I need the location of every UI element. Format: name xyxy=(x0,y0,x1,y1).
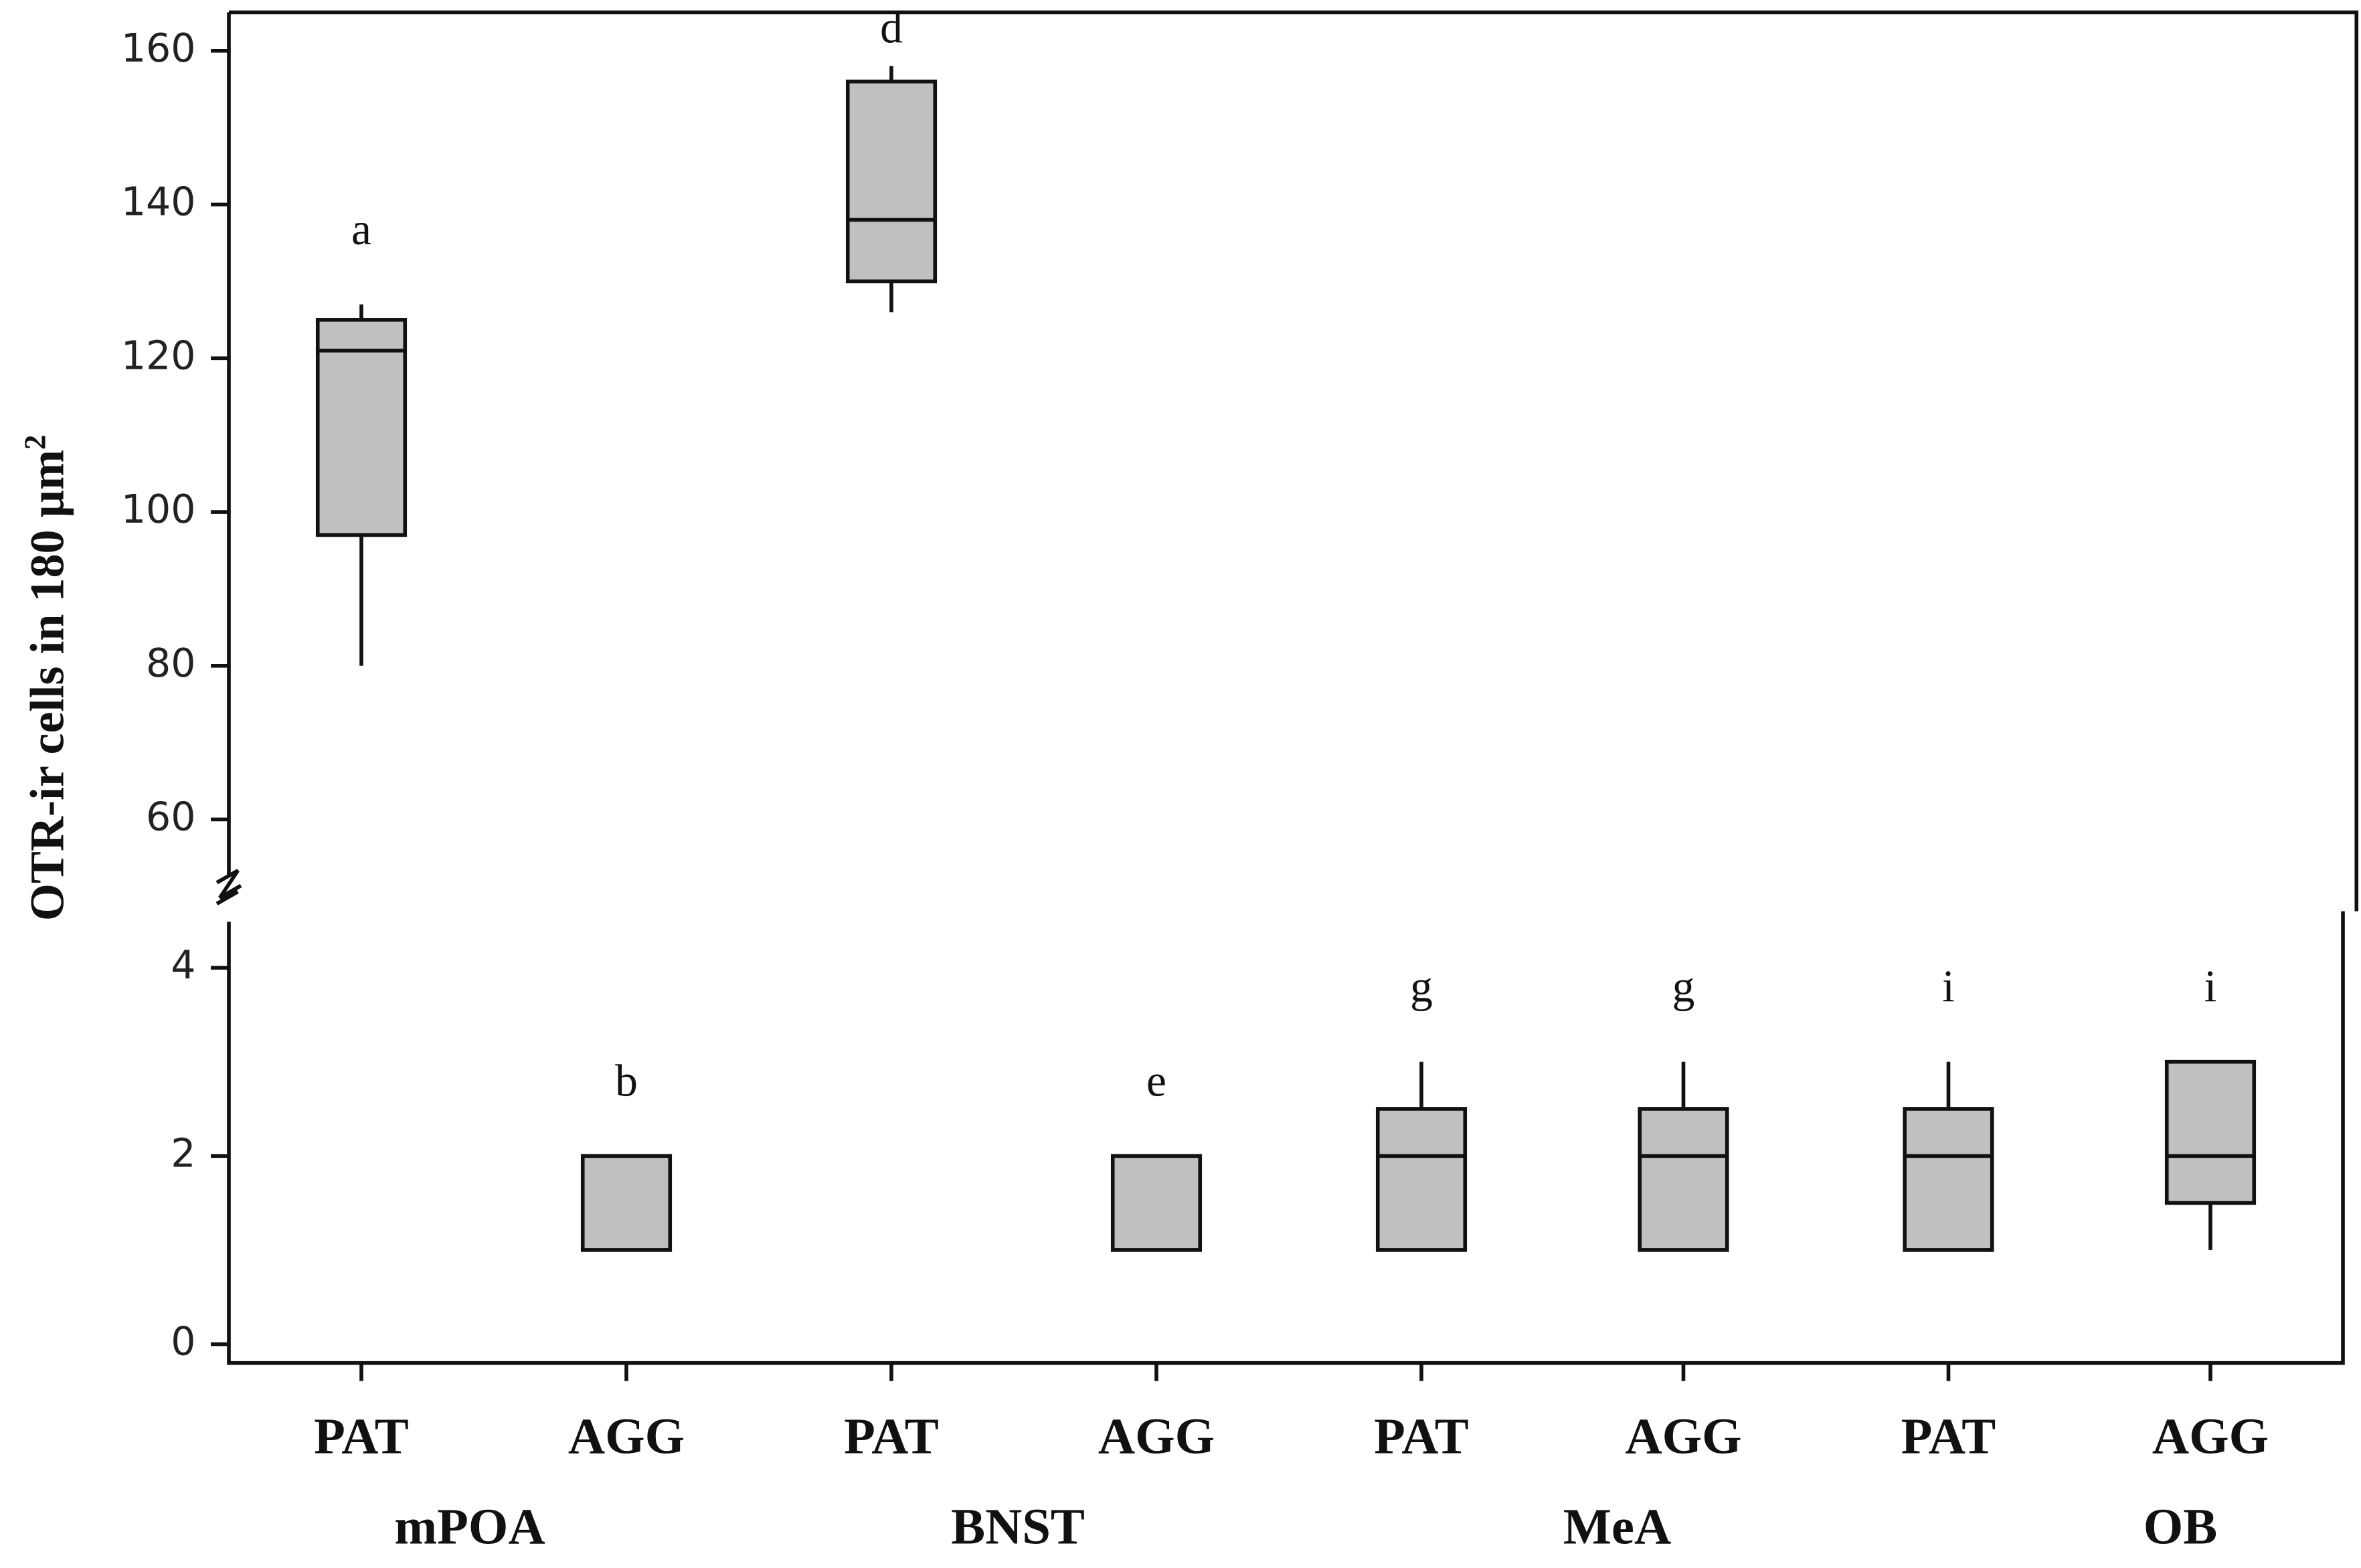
y-label-sup: 2 xyxy=(18,435,52,450)
y-tick-label: 4 xyxy=(171,942,195,988)
annotation: d xyxy=(880,2,903,52)
box xyxy=(315,318,408,537)
x-tick-label: AGG xyxy=(568,1408,685,1465)
x-tick-label: AGG xyxy=(2152,1408,2269,1465)
y-tick-label: 80 xyxy=(146,640,195,686)
box xyxy=(845,79,938,284)
axis-frame xyxy=(227,10,2359,1365)
group-label: BNST xyxy=(951,1498,1085,1555)
box xyxy=(1375,1107,1468,1252)
x-tick-label: AGG xyxy=(1625,1408,1741,1465)
annotation: a xyxy=(351,204,371,254)
x-tick-label: AGG xyxy=(1098,1408,1215,1465)
box xyxy=(1110,1154,1203,1252)
y-tick-label: 120 xyxy=(121,333,196,378)
x-tick-label: PAT xyxy=(1901,1408,1996,1465)
box xyxy=(1903,1107,1994,1252)
annotation: i xyxy=(1942,962,1955,1012)
annotation: e xyxy=(1146,1055,1166,1106)
annotation: g xyxy=(1410,962,1433,1012)
x-tick-label: PAT xyxy=(1374,1408,1469,1465)
y-tick-label: 140 xyxy=(121,179,196,225)
y-label-text: OTR-ir cells in 180 µm xyxy=(21,450,74,921)
box xyxy=(2164,1059,2257,1205)
y-tick-label: 0 xyxy=(171,1319,195,1365)
box xyxy=(580,1154,673,1252)
group-label: MeA xyxy=(1563,1498,1671,1555)
y-tick-label: 100 xyxy=(121,487,196,532)
annotation: i xyxy=(2204,962,2217,1012)
box xyxy=(1638,1107,1729,1252)
group-label: OB xyxy=(2144,1498,2218,1555)
annotation: b xyxy=(615,1055,638,1106)
x-tick-label: PAT xyxy=(314,1408,409,1465)
annotation: g xyxy=(1672,962,1695,1012)
group-label: mPOA xyxy=(394,1498,545,1555)
y-axis-label: OTR-ir cells in 180 µm2 xyxy=(18,435,74,922)
axis-break xyxy=(215,869,242,905)
y-tick-label: 2 xyxy=(171,1130,195,1176)
y-tick-label: 60 xyxy=(146,794,195,840)
y-tick-label: 160 xyxy=(121,25,196,71)
x-tick-label: PAT xyxy=(844,1408,939,1465)
